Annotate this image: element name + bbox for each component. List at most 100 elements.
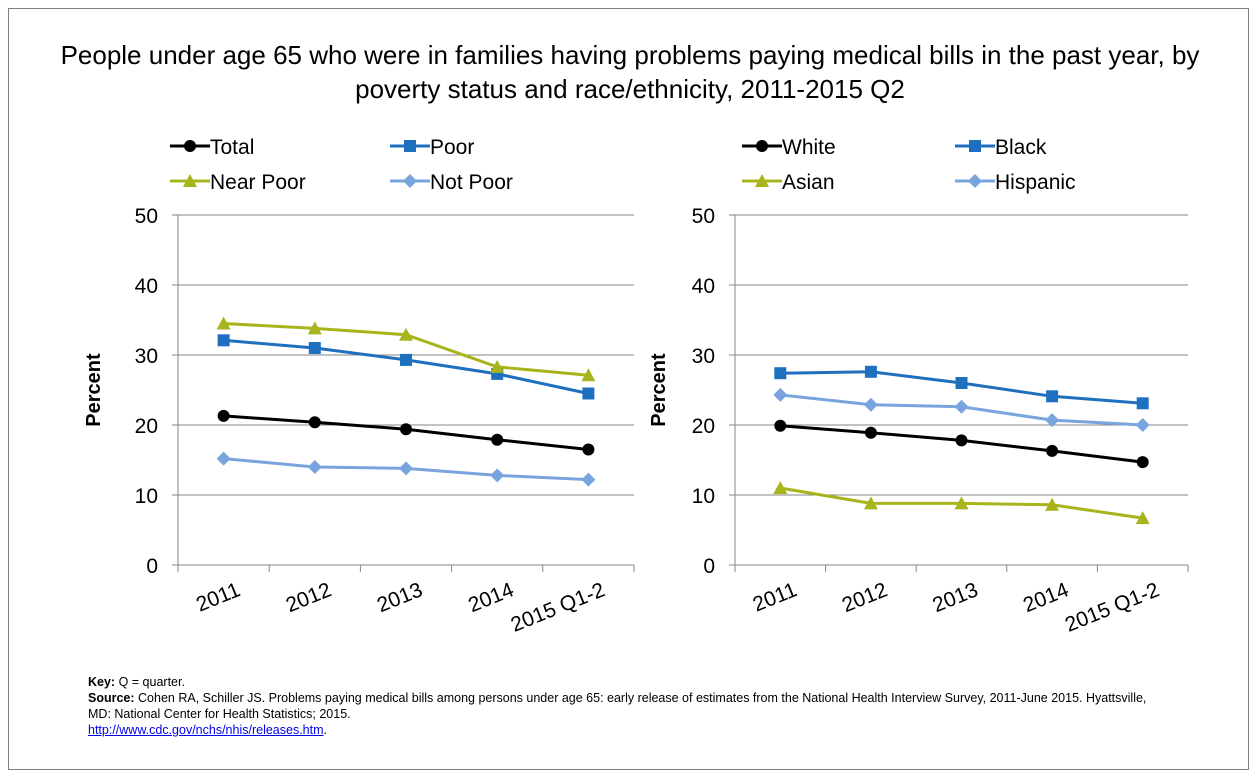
legend-item-white: White — [742, 136, 836, 159]
data-point-poor — [308, 342, 321, 354]
legend-label: Near Poor — [210, 171, 306, 194]
legend-marker — [756, 140, 768, 152]
legend-marker — [403, 174, 417, 188]
legend-label: Black — [995, 136, 1047, 159]
x-tick-label: 2012 — [283, 578, 335, 617]
data-point-hispanic — [863, 397, 878, 412]
series-hispanic — [773, 387, 1150, 432]
series-poor — [217, 334, 595, 400]
data-point-near-poor — [490, 359, 505, 373]
data-point-not-poor — [490, 468, 505, 483]
x-tick-label: 2014 — [1020, 578, 1072, 617]
data-point-hispanic — [1135, 418, 1150, 432]
legend-label: Total — [210, 136, 254, 159]
series-total — [217, 409, 595, 456]
data-point-white — [774, 419, 787, 432]
data-point-hispanic — [954, 399, 969, 414]
legend-marker — [755, 174, 769, 187]
y-tick-label: 20 — [135, 415, 158, 438]
source-link-line: http://www.cdc.gov/nchs/nhis/releases.ht… — [88, 722, 1168, 738]
data-point-total — [582, 443, 595, 456]
data-point-black — [1046, 390, 1059, 403]
legend-item-not-poor: Not Poor — [390, 171, 513, 194]
chart-title: People under age 65 who were in families… — [60, 40, 1200, 104]
y-axis-label: Percent — [648, 353, 670, 427]
legend-item-near-poor: Near Poor — [170, 171, 306, 194]
y-tick-label: 50 — [135, 205, 158, 228]
x-tick-label: 2015 Q1-2 — [508, 578, 609, 637]
data-point-black — [864, 365, 877, 378]
y-tick-label: 50 — [692, 205, 715, 228]
legend-label: Poor — [430, 136, 474, 159]
key-note: Key: Q = quarter. — [88, 674, 1168, 690]
data-point-poor — [582, 387, 595, 400]
legend-marker — [968, 174, 982, 188]
source-text: Cohen RA, Schiller JS. Problems paying m… — [88, 691, 1147, 721]
data-point-near-poor — [307, 321, 322, 335]
data-point-not-poor — [399, 461, 413, 476]
data-point-asian — [1135, 511, 1150, 525]
link-suffix: . — [323, 723, 328, 737]
x-tick-label: 2015 Q1-2 — [1062, 578, 1163, 637]
y-tick-label: 0 — [146, 555, 158, 578]
legend-marker — [183, 174, 197, 187]
data-point-white — [1046, 444, 1059, 457]
x-tick-label: 2013 — [929, 578, 981, 617]
legend-label: White — [782, 136, 836, 159]
legend-item-black: Black — [955, 136, 1047, 159]
x-tick-label: 2014 — [465, 578, 517, 617]
legend-label: Hispanic — [995, 171, 1076, 194]
data-point-not-poor — [216, 451, 231, 466]
series-white — [774, 419, 1149, 469]
data-point-black — [955, 377, 968, 389]
x-tick-label: 2011 — [193, 578, 243, 616]
y-tick-label: 40 — [692, 275, 715, 298]
x-tick-label: 2011 — [750, 578, 800, 616]
y-tick-label: 10 — [135, 485, 158, 508]
y-tick-label: 30 — [692, 345, 715, 368]
series-near-poor — [216, 316, 596, 382]
data-point-not-poor — [307, 460, 322, 474]
data-point-poor — [400, 353, 412, 366]
data-point-total — [217, 409, 230, 422]
data-point-black — [1136, 397, 1149, 410]
data-point-asian — [863, 496, 878, 510]
x-tick-label: 2012 — [839, 578, 891, 617]
data-point-white — [864, 426, 877, 439]
legend-item-hispanic: Hispanic — [955, 171, 1076, 194]
data-point-white — [1136, 456, 1149, 469]
data-point-not-poor — [581, 472, 596, 487]
chart-frame — [8, 8, 1249, 770]
legend-marker — [184, 140, 196, 152]
key-text: Q = quarter. — [118, 675, 185, 689]
source-label: Source: — [88, 691, 135, 705]
y-tick-label: 10 — [692, 485, 715, 508]
source-link[interactable]: http://www.cdc.gov/nchs/nhis/releases.ht… — [88, 723, 324, 737]
series-line-poor — [223, 338, 589, 395]
legend-item-total: Total — [170, 136, 254, 159]
y-tick-label: 40 — [135, 275, 158, 298]
y-axis-label: Percent — [83, 353, 105, 427]
data-point-total — [491, 433, 504, 446]
data-point-total — [308, 416, 321, 429]
series-asian — [773, 481, 1150, 525]
legend-item-asian: Asian — [742, 171, 835, 194]
data-point-poor — [217, 334, 230, 347]
x-tick-label: 2013 — [374, 578, 426, 617]
legend-label: Asian — [782, 171, 835, 194]
data-point-black — [774, 367, 787, 380]
data-point-near-poor — [216, 316, 231, 330]
data-point-asian — [954, 496, 969, 510]
data-point-near-poor — [581, 368, 596, 382]
legend-marker — [404, 140, 416, 152]
legend-marker — [969, 140, 981, 152]
data-point-hispanic — [1045, 413, 1060, 428]
data-point-asian — [1045, 497, 1060, 511]
data-point-total — [400, 423, 412, 436]
source-note: Source: Cohen RA, Schiller JS. Problems … — [88, 690, 1168, 722]
y-tick-label: 30 — [135, 345, 158, 368]
footnote: Key: Q = quarter. Source: Cohen RA, Schi… — [88, 674, 1168, 738]
